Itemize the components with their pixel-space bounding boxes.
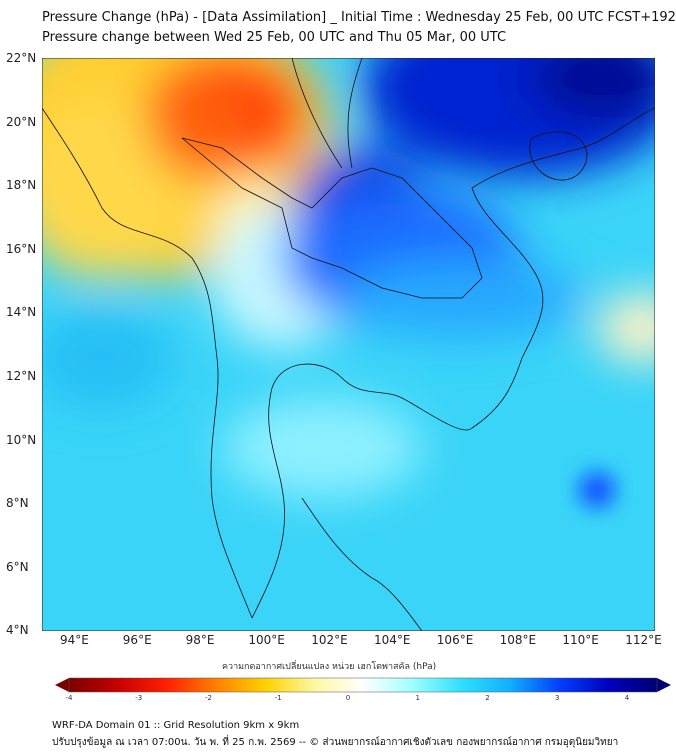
lat-label: 4°N: [6, 623, 29, 638]
colorbar-tick: 1: [415, 694, 420, 702]
lat-label: 10°N: [6, 432, 37, 447]
colorbar: [55, 677, 671, 693]
lon-label: 100°E: [248, 633, 285, 647]
pressure-field: [42, 58, 655, 498]
lon-label: 104°E: [374, 633, 411, 647]
lon-label: 108°E: [499, 633, 537, 647]
lat-label: 20°N: [6, 114, 37, 129]
colorbar-min-arrow: [55, 678, 69, 692]
colorbar-tick: 2: [485, 694, 490, 702]
lat-label: 22°N: [6, 51, 37, 65]
lon-label: 102°E: [311, 633, 348, 647]
colorbar-tick: 3: [555, 694, 560, 702]
colorbar-tick: -1: [274, 694, 282, 702]
chart-title: Pressure Change (hPa) - [Data Assimilati…: [42, 10, 676, 25]
colorbar-tick: -4: [65, 694, 73, 702]
lon-label: 94°E: [60, 633, 89, 647]
footer-credit: ปรับปรุงข้อมูล ณ เวลา 07:00น. วัน พ. ที่…: [52, 737, 619, 748]
colorbar-tick: -3: [135, 694, 143, 702]
footer-model-info: WRF-DA Domain 01 :: Grid Resolution 9km …: [52, 720, 300, 731]
colorbar-max-arrow: [657, 678, 671, 692]
coastlines: [42, 58, 655, 631]
lat-label: 12°N: [6, 369, 37, 383]
colorbar-tick: 4: [624, 694, 630, 702]
lat-label: 16°N: [6, 241, 37, 256]
colorbar-title: ความกดอากาศเปลี่ยนแปลง หน่วย เฮกโตพาสคัล…: [222, 662, 437, 672]
lat-label: 6°N: [6, 559, 29, 574]
lat-label: 18°N: [6, 178, 37, 193]
lon-label: 112°E: [625, 633, 662, 647]
lat-label: 8°N: [6, 496, 29, 511]
colorbar-tick: 0: [345, 694, 351, 702]
pressure-change-map: [42, 58, 655, 631]
lon-label: 110°E: [562, 633, 599, 647]
lon-label: 98°E: [185, 633, 215, 647]
lat-label: 14°N: [6, 305, 37, 320]
lon-label: 96°E: [122, 633, 152, 647]
lon-label: 106°E: [436, 633, 474, 647]
colorbar-tick: -2: [205, 694, 212, 702]
chart-subtitle: Pressure change between Wed 25 Feb, 00 U…: [42, 30, 507, 45]
